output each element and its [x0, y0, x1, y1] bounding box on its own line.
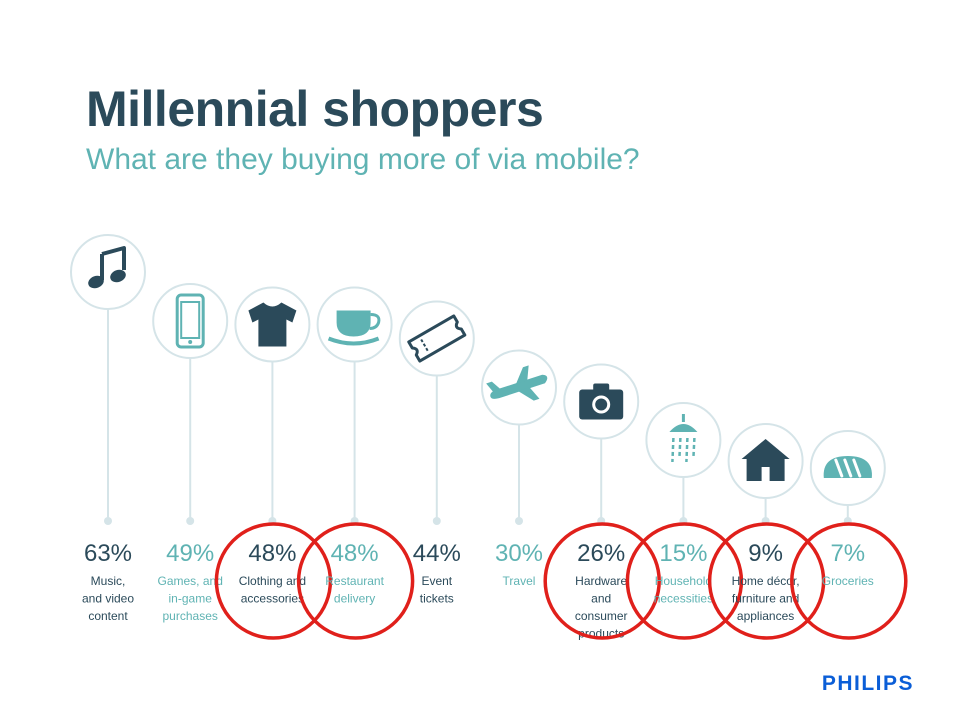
icon-bubble	[398, 300, 475, 377]
category-label: Household necessities	[654, 574, 713, 606]
chart-title: Millennial shoppers	[86, 81, 544, 137]
chart-subtitle: What are they buying more of via mobile?	[86, 143, 640, 176]
bread-icon	[823, 456, 872, 478]
data-point	[432, 517, 441, 525]
philips-logo: PHILIPS	[821, 672, 914, 695]
data-point	[186, 517, 195, 525]
category-label: Travel	[503, 574, 536, 588]
value-label: 48%	[331, 540, 379, 567]
category-label: Hardware and consumer products	[575, 574, 628, 641]
value-label: 48%	[248, 540, 296, 567]
highlight-circle	[625, 522, 744, 640]
airplane-icon	[486, 365, 548, 401]
value-label: 30%	[495, 540, 543, 567]
category-label: Games, and in-game purchases	[158, 574, 223, 623]
coffee-cup-icon	[327, 310, 381, 346]
value-label: 7%	[830, 540, 865, 567]
smartphone-icon	[175, 293, 205, 349]
value-label: 49%	[166, 540, 214, 567]
category-label: Home décor, furniture and appliances	[732, 574, 800, 623]
camera-icon	[579, 383, 624, 420]
icon-bubble	[152, 283, 229, 359]
category-label: Groceries	[822, 574, 874, 588]
highlight-circle	[296, 522, 415, 640]
highlight-circle	[790, 522, 908, 640]
tshirt-icon	[248, 302, 297, 347]
category-label: Restaurant delivery	[325, 574, 384, 606]
icon-bubble	[70, 234, 146, 310]
value-label: 9%	[748, 540, 783, 567]
ticket-icon	[407, 314, 467, 363]
value-label: 15%	[659, 540, 707, 567]
category-label: Clothing and accessories	[239, 574, 306, 606]
value-label: 44%	[413, 540, 461, 567]
house-icon	[741, 439, 790, 481]
data-point	[515, 517, 523, 525]
highlight-circle	[707, 522, 826, 640]
category-label: Music, and video content	[82, 574, 134, 623]
value-label: 63%	[84, 540, 132, 567]
category-label: Event tickets	[420, 574, 454, 606]
data-point	[104, 517, 112, 525]
value-label: 26%	[577, 540, 625, 567]
icon-bubble	[645, 402, 722, 478]
highlight-circle	[543, 522, 661, 640]
music-note-icon	[88, 246, 126, 289]
highlight-circle	[214, 522, 333, 640]
shower-icon	[669, 414, 698, 463]
